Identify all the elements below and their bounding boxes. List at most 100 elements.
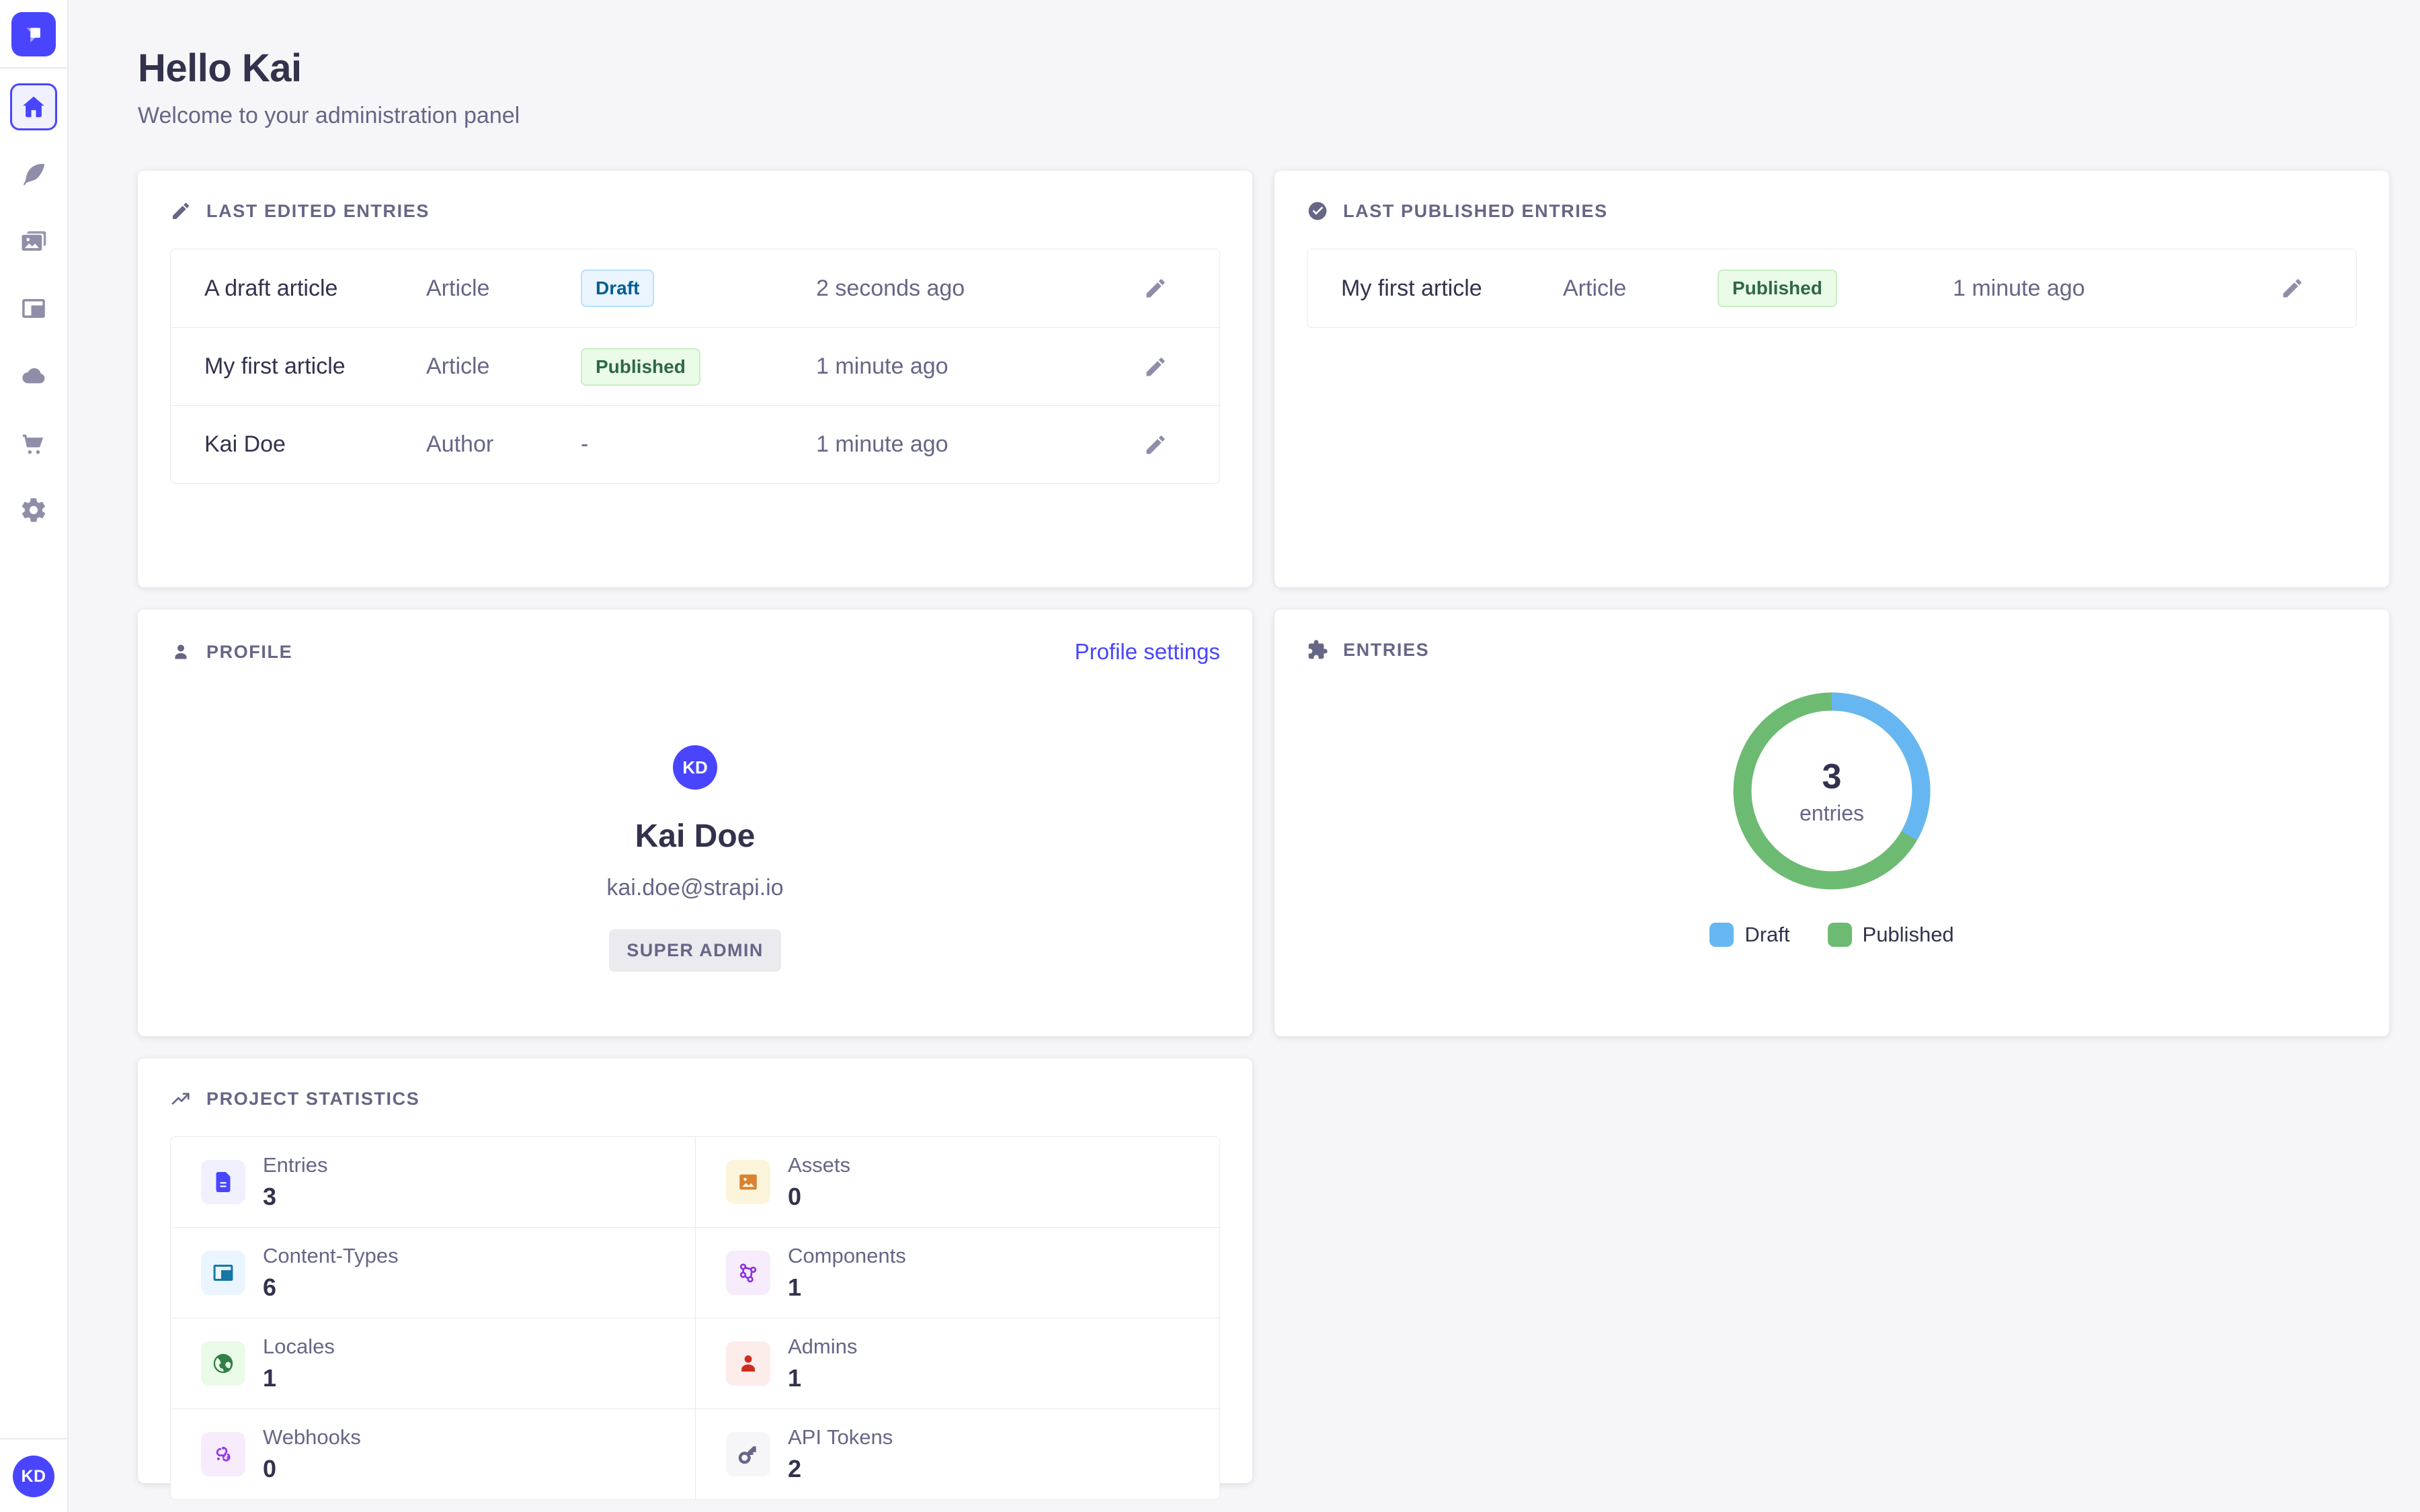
user-icon <box>726 1341 770 1386</box>
home-icon <box>23 96 44 118</box>
entries-chart-body: 3 entries Draft Published <box>1307 690 2357 947</box>
images-icon <box>22 231 46 251</box>
logo-container <box>0 0 67 69</box>
table-row: My first article Article Published 1 min… <box>171 327 1219 405</box>
last-edited-entries-card: Last edited entries A draft article Arti… <box>138 171 1252 587</box>
sidebar: KD <box>0 0 69 1512</box>
entry-status: Draft <box>581 269 816 307</box>
cart-icon <box>22 434 44 454</box>
edit-entry-button[interactable] <box>1138 271 1173 306</box>
status-badge: Published <box>1718 269 1837 307</box>
edit-entry-button[interactable] <box>1138 427 1173 462</box>
table-row: Kai Doe Author - 1 minute ago <box>171 405 1219 483</box>
strapi-logo[interactable] <box>11 12 56 56</box>
profile-settings-link[interactable]: Profile settings <box>1074 639 1220 664</box>
card-header: Profile Profile settings <box>170 639 1220 665</box>
donut-total: 3 <box>1822 757 1842 796</box>
entry-name: My first article <box>1341 275 1482 301</box>
user-avatar[interactable]: KD <box>13 1456 54 1497</box>
status-badge: Published <box>581 347 700 386</box>
sidebar-item-content-type-builder[interactable] <box>10 285 57 332</box>
entry-time: 1 minute ago <box>816 431 949 457</box>
card-title: Profile <box>206 641 293 662</box>
page-subtitle: Welcome to your administration panel <box>138 103 520 128</box>
entry-name: My first article <box>204 353 346 379</box>
check-circle-icon <box>1307 200 1328 222</box>
last-published-table: My first article Article Published 1 min… <box>1307 249 2357 328</box>
entry-name: A draft article <box>204 275 338 301</box>
entry-type: Article <box>426 275 490 301</box>
sidebar-item-marketplace[interactable] <box>10 419 57 466</box>
pencil-icon <box>1146 435 1165 454</box>
pencil-icon <box>2283 279 2302 298</box>
card-header: Project Statistics <box>170 1088 1220 1109</box>
puzzle-icon <box>1307 639 1328 661</box>
edit-entry-button[interactable] <box>1138 349 1173 384</box>
last-edited-table: A draft article Article Draft 2 seconds … <box>170 249 1220 484</box>
webhook-icon <box>201 1432 245 1476</box>
entry-time: 2 seconds ago <box>816 275 965 301</box>
status-badge: Draft <box>581 269 655 307</box>
stat-admins: Admins 1 <box>695 1318 1219 1409</box>
draft-swatch <box>1709 923 1734 947</box>
card-header: Entries <box>1307 639 2357 661</box>
sidebar-item-deploy[interactable] <box>10 352 57 399</box>
pencil-icon <box>170 200 192 222</box>
card-title: Last published entries <box>1343 200 1608 221</box>
table-row: A draft article Article Draft 2 seconds … <box>171 249 1219 327</box>
stat-webhooks: Webhooks 0 <box>171 1409 695 1499</box>
sidebar-item-settings[interactable] <box>10 487 57 534</box>
entry-type: Author <box>426 431 494 457</box>
project-statistics-card: Project Statistics Entries 3 Assets 0 <box>138 1058 1252 1500</box>
profile-email: kai.doe@strapi.io <box>606 875 784 900</box>
edit-entry-button[interactable] <box>2275 271 2310 306</box>
role-badge: SUPER ADMIN <box>609 929 781 972</box>
gear-icon <box>22 498 46 522</box>
stat-assets: Assets 0 <box>695 1137 1219 1228</box>
stat-entries: Entries 3 <box>171 1137 695 1228</box>
dashboard-grid: Last edited entries A draft article Arti… <box>138 171 2389 1500</box>
pencil-icon <box>1146 357 1165 376</box>
entries-chart-card: Entries 3 entries Draft <box>1275 610 2389 1036</box>
picture-icon <box>726 1160 770 1204</box>
file-icon <box>201 1160 245 1204</box>
main-content: Hello Kai Welcome to your administration… <box>69 0 2420 1512</box>
sidebar-nav <box>0 83 67 1438</box>
card-header: Last published entries <box>1307 200 2357 222</box>
chart-legend: Draft Published <box>1709 923 1954 947</box>
layout-icon <box>201 1251 245 1295</box>
published-swatch <box>1827 923 1852 947</box>
stat-components: Components 1 <box>695 1228 1219 1318</box>
donut-unit: entries <box>1799 800 1865 825</box>
profile-body: KD Kai Doe kai.doe@strapi.io SUPER ADMIN <box>170 745 1220 972</box>
stat-content-types: Content-Types 6 <box>171 1228 695 1318</box>
stat-locales: Locales 1 <box>171 1318 695 1409</box>
entry-time: 1 minute ago <box>816 353 949 379</box>
feather-icon <box>24 163 45 185</box>
sidebar-item-home[interactable] <box>10 83 57 130</box>
donut-chart: 3 entries <box>1731 690 1933 892</box>
cloud-icon <box>22 368 45 384</box>
sidebar-item-media-library[interactable] <box>10 218 57 265</box>
layout-icon <box>22 299 45 318</box>
card-title: Entries <box>1343 639 1430 660</box>
profile-card: Profile Profile settings KD Kai Doe kai.… <box>138 610 1252 1036</box>
entry-name: Kai Doe <box>204 431 286 457</box>
pencil-icon <box>1146 279 1165 298</box>
stats-grid: Entries 3 Assets 0 Content-Types 6 <box>170 1136 1220 1500</box>
profile-name: Kai Doe <box>635 818 756 854</box>
entry-time: 1 minute ago <box>1953 275 2085 301</box>
legend-item-published: Published <box>1827 923 1954 947</box>
entry-status: Published <box>1718 269 1953 307</box>
card-title: Last edited entries <box>206 200 430 221</box>
stat-api-tokens: API Tokens 2 <box>695 1409 1219 1499</box>
card-header: Last edited entries <box>170 200 1220 222</box>
sidebar-item-content-manager[interactable] <box>10 151 57 198</box>
components-icon <box>726 1251 770 1295</box>
donut-center: 3 entries <box>1731 690 1933 892</box>
entry-status: - <box>581 431 589 457</box>
strapi-logo-icon <box>26 28 40 43</box>
entry-type: Article <box>1563 275 1627 301</box>
globe-icon <box>201 1341 245 1386</box>
last-published-entries-card: Last published entries My first article … <box>1275 171 2389 587</box>
